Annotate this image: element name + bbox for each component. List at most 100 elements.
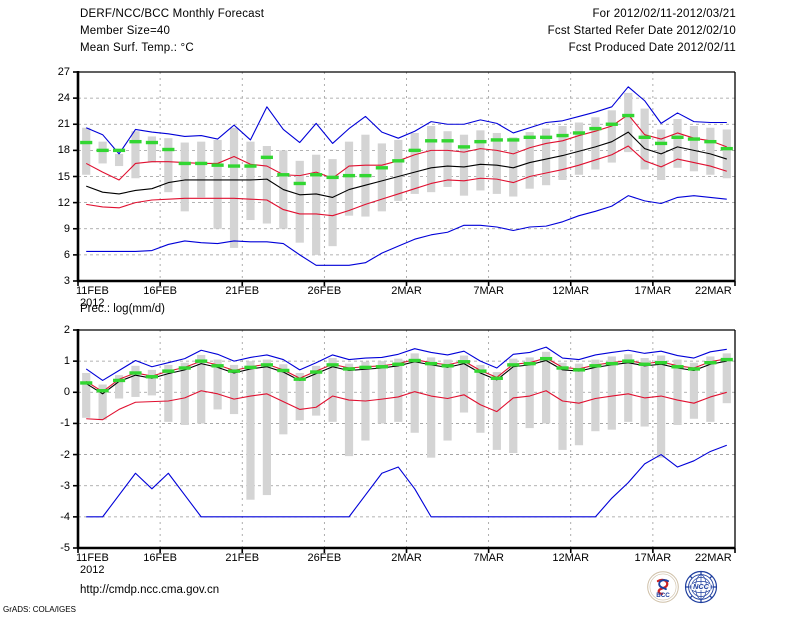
ensemble-spread-bar: [427, 357, 436, 458]
panel-mean-surface-temperature: [73, 71, 736, 286]
ensemble-spread-bar: [377, 361, 386, 424]
ensemble-spread-bar: [328, 358, 337, 422]
ensemble-spread-bar: [394, 358, 403, 422]
ensemble-spread-bar: [591, 359, 600, 432]
bcc-logo-icon: BCC: [647, 571, 679, 603]
ensemble-spread-bar: [180, 362, 189, 425]
ensemble-spread-bar: [377, 143, 386, 212]
ensemble-spread-bar: [525, 357, 534, 429]
y-tick-label: -2: [60, 448, 70, 461]
bcc-logo-text: BCC: [656, 592, 670, 599]
ensemble-spread-bar: [673, 359, 682, 425]
ensemble-spread-bar: [312, 154, 321, 255]
x-tick-label: 2MAR: [391, 552, 422, 564]
x-tick-label: 17MAR: [634, 552, 672, 564]
ensemble-spread-bar: [558, 362, 567, 450]
ensemble-spread-bar: [131, 131, 140, 179]
x-tick-label: 12MAR: [552, 285, 590, 297]
grads-credit-label: GrADS: COLA/IGES: [3, 605, 76, 614]
x-tick-label: 26FEB: [307, 552, 342, 564]
ensemble-spread-bar: [689, 362, 699, 419]
ensemble-spread-bar: [656, 355, 666, 458]
ensemble-spread-bar: [673, 119, 682, 168]
ensemble-spread-bar: [344, 363, 354, 457]
x-axis-year-label: 2012: [80, 297, 105, 309]
ensemble-spread-bar: [131, 365, 140, 397]
ensemble-spread-bar: [476, 364, 485, 433]
page-title: DERF/NCC/BCC Monthly Forecast: [80, 8, 265, 20]
x-tick-label: 11FEB: [76, 552, 109, 564]
ensemble-spread-bar: [492, 132, 501, 194]
x-tick-label: 16FEB: [143, 552, 177, 564]
ensemble-spread-bar: [197, 141, 206, 198]
ensemble-spread-bar: [246, 141, 255, 221]
ensemble-spread-bar: [443, 131, 452, 187]
x-tick-label: 21FEB: [225, 552, 260, 564]
panel-precipitation: [73, 329, 736, 553]
ensemble-spread-bar: [394, 139, 403, 201]
x-tick-label: 7MAR: [473, 552, 504, 564]
ensemble-spread-bar: [542, 351, 551, 424]
website-url-link[interactable]: http://cmdp.ncc.cma.gov.cn: [80, 584, 220, 596]
y-tick-label: 12: [57, 196, 70, 209]
forecast-started-label: Fcst Started Refer Date 2012/02/10: [547, 25, 736, 37]
ensemble-spread-bar: [558, 125, 567, 180]
member-size-label: Member Size=40: [80, 25, 171, 37]
ensemble-spread-bar: [180, 142, 189, 212]
ensemble-spread-bar: [114, 375, 124, 399]
ensemble-spread-bar: [114, 153, 124, 167]
x-tick-label: 11FEB: [76, 285, 109, 297]
ensemble-spread-bar: [443, 359, 452, 441]
x-tick-label: 16FEB: [143, 285, 177, 297]
series-upper-quartile: [85, 114, 727, 181]
ensemble-spread-bar: [574, 363, 584, 446]
ensemble-spread-bar: [213, 139, 222, 229]
y-tick-label: 9: [63, 222, 70, 235]
ensemble-spread-bar: [607, 356, 616, 430]
ensemble-spread-bar: [656, 129, 666, 180]
y-tick-label: -1: [60, 417, 70, 430]
series-min: [86, 444, 727, 518]
y-tick-label: 3: [63, 275, 70, 287]
series-upper-quartile: [85, 357, 727, 393]
ensemble-spread-bar: [295, 372, 304, 421]
ensemble-spread-bar: [722, 353, 731, 404]
y-tick-label: 24: [57, 92, 70, 105]
ensemble-spread-bar: [722, 129, 731, 179]
ensemble-spread-bar: [147, 369, 157, 396]
ensemble-spread-bar: [525, 132, 534, 189]
ensemble-spread-bar: [410, 353, 419, 433]
ensemble-spread-bar: [624, 354, 633, 422]
series-lower-quartile: [86, 145, 727, 217]
ensemble-spread-bar: [427, 125, 436, 193]
ensemble-spread-bar: [574, 122, 584, 175]
ensemble-spread-bar: [607, 110, 616, 163]
y-tick-label: 6: [63, 248, 70, 261]
ensemble-spread-bar: [509, 358, 518, 454]
ensemble-spread-bar: [147, 136, 157, 163]
ensemble-spread-bar: [262, 359, 271, 496]
x-tick-label: 17MAR: [634, 285, 672, 297]
ensemble-spread-bar: [229, 364, 239, 415]
series-max: [85, 346, 727, 382]
ncc-logo-text: NCC: [693, 582, 710, 591]
y-tick-label: -4: [60, 510, 70, 523]
ensemble-spread-bar: [279, 364, 288, 435]
ensemble-spread-bar: [410, 132, 419, 194]
y-tick-label: 21: [57, 118, 70, 131]
x-tick-label: 22MAR: [695, 552, 732, 564]
ensemble-spread-bar: [82, 372, 91, 418]
ensemble-spread-bar: [640, 358, 649, 427]
ensemble-spread-bar: [640, 108, 649, 170]
ensemble-spread-bar: [98, 384, 107, 420]
forecast-produced-label: Fcst Produced Date 2012/02/11: [568, 42, 736, 54]
ensemble-spread-bar: [197, 354, 206, 424]
x-tick-label: 7MAR: [473, 285, 504, 297]
y-tick-label: 27: [57, 66, 70, 78]
ensemble-spread-bar: [459, 355, 469, 413]
ncc-logo-icon: NCC: [684, 570, 718, 604]
x-tick-label: 22MAR: [695, 285, 732, 297]
forecast-range-label: For 2012/02/11-2012/03/21: [592, 8, 736, 20]
ensemble-spread-bar: [164, 138, 173, 193]
